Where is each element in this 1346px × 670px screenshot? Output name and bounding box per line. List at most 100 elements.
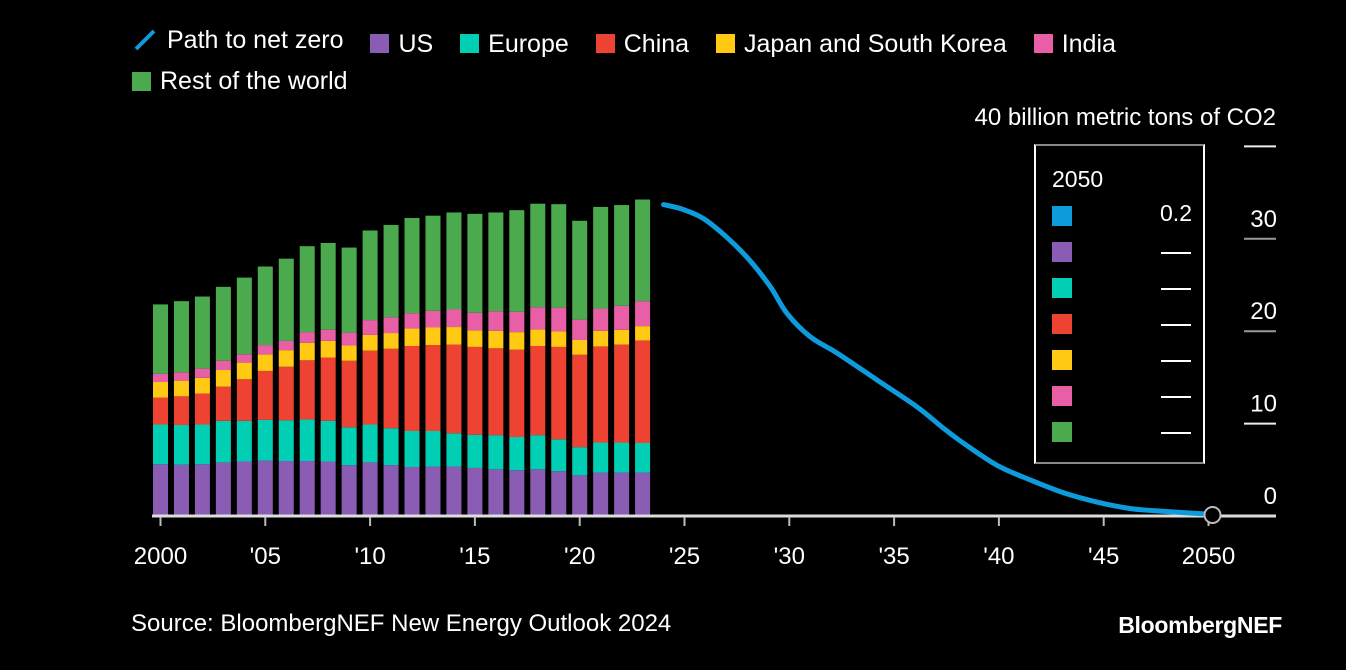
bar-segment-rest-of-the-world — [614, 205, 630, 306]
legend-item-europe: Europe — [460, 26, 569, 62]
bar-segment-china — [635, 340, 651, 444]
bar-segment-india — [236, 354, 252, 363]
bar-segment-us — [383, 465, 399, 516]
bar-segment-rest-of-the-world — [530, 203, 546, 308]
bar-segment-europe — [572, 447, 588, 476]
bar-segment-us — [614, 472, 630, 516]
net-zero-line — [661, 202, 1211, 517]
bar-segment-europe — [194, 424, 210, 465]
bar-segment-india — [530, 307, 546, 330]
bar-segment-india — [572, 319, 588, 340]
bar-segment-us — [593, 472, 609, 516]
bar-segment-rest-of-the-world — [341, 247, 357, 333]
no-value-dash — [1161, 432, 1191, 434]
y-axis-unit-label: 40 billion metric tons of CO2 — [974, 104, 1276, 131]
bar-segment-japan-and-south-korea — [257, 354, 273, 371]
x-tick-label: '25 — [669, 543, 700, 570]
x-tick-label: 2050 — [1182, 543, 1235, 570]
chart-legend: Path to net zero US Europe China Japan a… — [132, 22, 1232, 101]
bar-segment-rest-of-the-world — [635, 199, 651, 302]
bar-segment-india — [467, 312, 483, 331]
bar-segment-rest-of-the-world — [194, 296, 210, 369]
bar-segment-china — [572, 354, 588, 448]
legend-label: US — [398, 29, 434, 58]
bar-segment-us — [299, 461, 315, 516]
legend-item-china: China — [595, 26, 689, 62]
bar-segment-india — [299, 332, 315, 343]
legend-label: Rest of the world — [160, 67, 348, 95]
color-swatch-icon — [716, 34, 736, 53]
bar-2004 — [236, 277, 252, 516]
bar-segment-india — [278, 340, 294, 351]
bar-segment-japan-and-south-korea — [488, 330, 504, 349]
bar-segment-china — [362, 350, 378, 425]
bar-segment-europe — [530, 435, 546, 470]
bar-segment-rest-of-the-world — [425, 215, 441, 311]
bar-2007 — [299, 246, 315, 516]
color-swatch-icon — [1052, 314, 1072, 334]
bar-2020 — [572, 220, 588, 516]
x-tick-label: '45 — [1088, 543, 1119, 570]
inset-row-china — [1052, 314, 1192, 334]
bar-segment-japan-and-south-korea — [236, 362, 252, 380]
legend-item-us: US — [370, 26, 433, 62]
bar-segment-europe — [551, 439, 567, 472]
bar-segment-china — [215, 386, 231, 421]
bar-segment-japan-and-south-korea — [215, 370, 231, 387]
bar-segment-europe — [509, 436, 525, 471]
bar-segment-europe — [299, 419, 315, 462]
bar-segment-rest-of-the-world — [593, 206, 609, 309]
bar-segment-india — [635, 301, 651, 327]
bar-segment-europe — [320, 420, 336, 462]
bar-segment-india — [614, 305, 630, 330]
bar-segment-europe — [278, 420, 294, 462]
bar-segment-us — [173, 464, 189, 516]
bar-segment-us — [551, 471, 567, 516]
bar-segment-japan-and-south-korea — [572, 339, 588, 355]
no-value-dash — [1161, 360, 1191, 362]
color-swatch-icon — [132, 71, 151, 91]
x-tick-label: '15 — [459, 543, 490, 570]
x-tick-label: '05 — [250, 543, 281, 570]
inset-value: 0.2 — [1160, 200, 1192, 226]
bar-segment-japan-and-south-korea — [509, 332, 525, 350]
bar-segment-china — [530, 345, 546, 436]
bar-2019 — [551, 204, 567, 516]
legend-item-rest-of-world: Rest of the world — [132, 63, 348, 99]
bar-2006 — [278, 258, 294, 516]
inset-row-rest-of-the-world — [1052, 422, 1192, 442]
bar-2001 — [173, 301, 189, 516]
bar-segment-us — [572, 475, 588, 516]
bar-segment-us — [341, 465, 357, 516]
color-swatch-icon — [460, 34, 480, 53]
brand-logo: BloombergNEF — [1118, 612, 1282, 638]
bar-segment-china — [278, 366, 294, 421]
bar-segment-us — [446, 466, 462, 516]
bar-segment-japan-and-south-korea — [299, 342, 315, 361]
bar-segment-china — [467, 346, 483, 435]
y-axis: 0 10 20 30 — [1244, 145, 1277, 510]
bar-segment-china — [299, 360, 315, 420]
inset-row-us — [1052, 242, 1192, 262]
bar-segment-us — [467, 467, 483, 516]
bar-segment-india — [362, 320, 378, 335]
bar-segment-rest-of-the-world — [551, 204, 567, 308]
bar-segment-japan-and-south-korea — [404, 328, 420, 346]
bar-segment-us — [236, 461, 252, 516]
bar-segment-japan-and-south-korea — [551, 331, 567, 347]
bar-segment-us — [215, 462, 231, 516]
y-tick-label: 20 — [1250, 298, 1277, 325]
bar-segment-rest-of-the-world — [467, 213, 483, 313]
bar-2016 — [488, 212, 504, 516]
bar-segment-india — [509, 311, 525, 333]
bar-segment-india — [320, 329, 336, 341]
bar-2014 — [446, 212, 462, 516]
bar-segment-rest-of-the-world — [320, 242, 336, 330]
x-tick-label: '10 — [354, 543, 385, 570]
bar-segment-us — [362, 462, 378, 516]
bar-segment-india — [551, 307, 567, 332]
line-swatch-icon — [134, 29, 156, 51]
bar-segment-india — [194, 368, 210, 378]
bar-segment-europe — [173, 424, 189, 465]
color-swatch-icon — [1052, 206, 1072, 226]
